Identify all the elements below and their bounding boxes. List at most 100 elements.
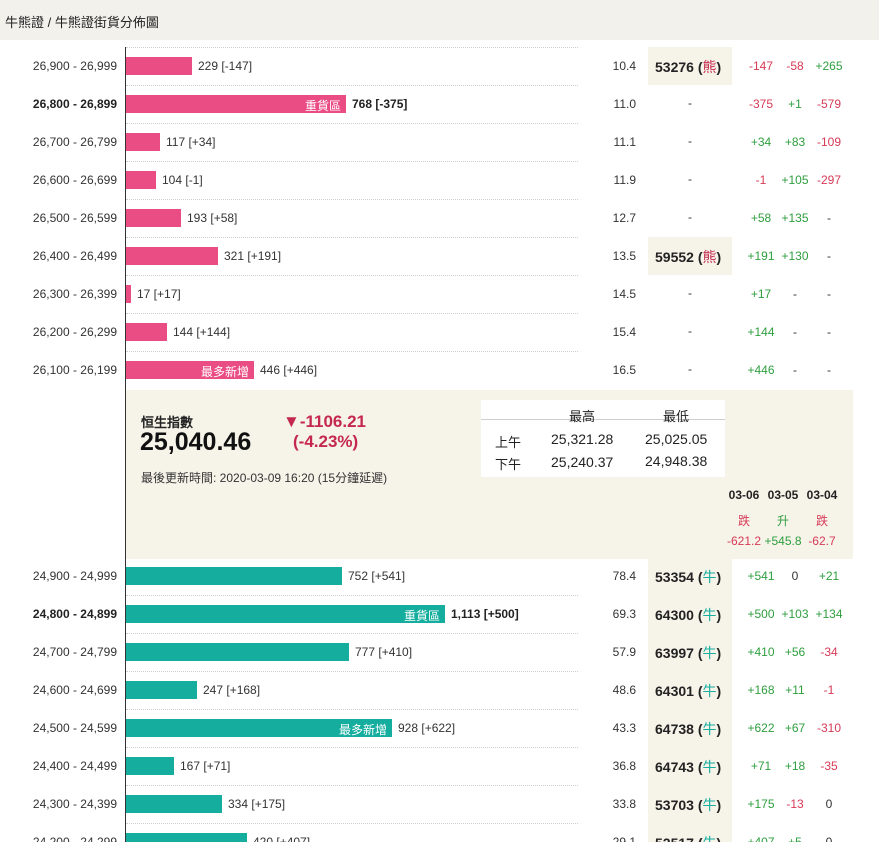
daily-changes: +58 +135 -	[738, 199, 858, 237]
distribution-row[interactable]: 24,400 - 24,499 167 [+71] 36.8 64743 (牛) +71…	[0, 747, 879, 785]
paren-close: )	[716, 721, 722, 737]
distribution-row[interactable]: 24,800 - 24,899 重貨區 1,113 [+500] 69.3 64300 …	[0, 595, 879, 633]
distribution-row[interactable]: 24,500 - 24,599 最多新增 928 [+622] 43.3 64738 (…	[0, 709, 879, 747]
top-bar: 牛熊證 / 牛熊證街貨分佈圖	[0, 0, 879, 40]
daily-change-value: -1	[823, 683, 835, 697]
bear-bar: 重貨區	[126, 95, 346, 113]
warrant-code-cell[interactable]: 53276 (熊)	[648, 47, 732, 85]
warrant-code-link[interactable]: 53354 (牛)	[655, 567, 721, 587]
high-header: 最高	[569, 409, 596, 424]
daily-change-value: +58	[750, 211, 772, 225]
warrant-code-cell[interactable]: 64738 (牛)	[648, 709, 732, 747]
breadcrumb[interactable]: 牛熊證 / 牛熊證街貨分佈圖	[5, 15, 159, 30]
daily-change-value: +134	[815, 607, 843, 621]
daily-change-value: +541	[747, 569, 775, 583]
daily-change-value: -579	[816, 97, 842, 111]
row-divider	[126, 275, 578, 276]
warrant-code-cell[interactable]: 52517 (牛)	[648, 823, 732, 842]
warrant-code-link[interactable]: 64738 (牛)	[655, 719, 721, 739]
warrant-code-link[interactable]: 64743 (牛)	[655, 757, 721, 777]
bear-bar	[126, 171, 156, 189]
distribution-row[interactable]: 24,200 - 24,299 420 [+407] 29.1 52517 (牛) +4…	[0, 823, 879, 842]
daily-change-value: -375	[748, 97, 774, 111]
distribution-row[interactable]: 26,100 - 26,199 最多新增 446 [+446] 16.5 - +446 - -	[0, 351, 879, 389]
warrant-code-link[interactable]: 59552 (熊)	[655, 247, 721, 267]
warrant-code-link[interactable]: 64300 (牛)	[655, 605, 721, 625]
warrant-kind: 牛	[702, 645, 717, 661]
percentage: 10.4	[612, 59, 636, 73]
warrant-code: 53703	[655, 797, 694, 813]
paren-close: )	[716, 569, 722, 585]
index-name: 恒生指數	[141, 415, 194, 430]
warrant-code-link[interactable]: 52517 (牛)	[655, 833, 721, 842]
price-range: 24,600 - 24,699	[32, 683, 117, 697]
warrant-code: 63997	[655, 645, 694, 661]
daily-change-value: 0	[825, 835, 833, 842]
distribution-row[interactable]: 24,700 - 24,799 777 [+410] 57.9 63997 (牛) +4…	[0, 633, 879, 671]
distribution-row[interactable]: 24,600 - 24,699 247 [+168] 48.6 64301 (牛) +1…	[0, 671, 879, 709]
warrant-code-cell[interactable]: 64301 (牛)	[648, 671, 732, 709]
daily-change-value: +71	[750, 759, 772, 773]
row-divider	[126, 123, 578, 124]
warrant-code-link[interactable]: 53703 (牛)	[655, 795, 721, 815]
daily-change-value: +17	[750, 287, 772, 301]
distribution-row[interactable]: 24,900 - 24,999 752 [+541] 78.4 53354 (牛) +5…	[0, 557, 879, 595]
paren-open: (	[694, 835, 703, 842]
warrant-code-cell[interactable]: 59552 (熊)	[648, 237, 732, 275]
daily-change-value: +175	[747, 797, 775, 811]
distribution-row[interactable]: 26,300 - 26,399 17 [+17] 14.5 - +17 - -	[0, 275, 879, 313]
distribution-row[interactable]: 26,800 - 26,899 重貨區 768 [-375] 11.0 - -375 +1-…	[0, 85, 879, 123]
warrant-code: 52517	[655, 835, 694, 842]
warrant-code-cell[interactable]: 63997 (牛)	[648, 633, 732, 671]
daily-change-value: +135	[781, 211, 809, 225]
warrant-code-cell[interactable]: 53354 (牛)	[648, 557, 732, 595]
warrant-code-link[interactable]: 64301 (牛)	[655, 681, 721, 701]
warrant-code-cell: -	[648, 85, 732, 123]
daily-change-value: +105	[781, 173, 809, 187]
daily-change-value: +168	[747, 683, 775, 697]
warrant-code-cell[interactable]: 64743 (牛)	[648, 747, 732, 785]
bull-bar	[126, 795, 222, 813]
price-range: 24,500 - 24,599	[32, 721, 117, 735]
paren-close: )	[717, 835, 722, 842]
daily-changes: +34 +83 -109	[738, 123, 858, 161]
outstanding-value: 420 [+407]	[253, 835, 311, 842]
daily-change-value: -	[793, 325, 797, 339]
warrant-code-cell[interactable]: 64300 (牛)	[648, 595, 732, 633]
daily-change-value: -35	[820, 759, 838, 773]
price-range: 24,700 - 24,799	[32, 645, 117, 659]
paren-open: (	[693, 249, 703, 265]
paren-open: (	[693, 797, 703, 813]
warrant-code: -	[688, 134, 692, 148]
daily-change-value: -	[793, 287, 797, 301]
day-date: 03-05	[767, 488, 799, 502]
price-range: 26,300 - 26,399	[32, 287, 117, 301]
day-points: -621.2	[726, 534, 762, 548]
distribution-row[interactable]: 26,200 - 26,299 144 [+144] 15.4 - +144 - -	[0, 313, 879, 351]
warrant-code: -	[688, 362, 692, 376]
warrant-code: 53354	[655, 569, 694, 585]
paren-close: )	[716, 59, 722, 75]
outstanding-value: 193 [+58]	[187, 211, 238, 225]
warrant-code: 64301	[655, 683, 694, 699]
am-label: 上午	[495, 435, 522, 450]
bear-bar: 最多新增	[126, 361, 254, 379]
high-low-table: 最高 最低 上午 25,321.28 25,025.05 下午 25,240.3…	[481, 400, 725, 477]
distribution-row[interactable]: 26,900 - 26,999 229 [-147] 10.4 53276 (熊) -1…	[0, 47, 879, 85]
warrant-code-link[interactable]: 53276 (熊)	[655, 57, 721, 77]
distribution-row[interactable]: 26,600 - 26,699 104 [-1] 11.9 - -1 +105 -297	[0, 161, 879, 199]
distribution-row[interactable]: 26,400 - 26,499 321 [+191] 13.5 59552 (熊) +1…	[0, 237, 879, 275]
distribution-row[interactable]: 26,500 - 26,599 193 [+58] 12.7 - +58 +135 -	[0, 199, 879, 237]
paren-open: (	[693, 721, 703, 737]
distribution-row[interactable]: 24,300 - 24,399 334 [+175] 33.8 53703 (牛) +1…	[0, 785, 879, 823]
daily-changes: +500 +103 +134	[738, 595, 858, 633]
paren-open: (	[693, 569, 703, 585]
distribution-row[interactable]: 26,700 - 26,799 117 [+34] 11.1 - +34 +83 -109	[0, 123, 879, 161]
daily-change-value: +500	[747, 607, 775, 621]
am-low: 25,025.05	[645, 431, 708, 447]
warrant-code-cell[interactable]: 53703 (牛)	[648, 785, 732, 823]
paren-open: (	[693, 645, 703, 661]
warrant-code-link[interactable]: 63997 (牛)	[655, 643, 721, 663]
price-range: 26,400 - 26,499	[32, 249, 117, 263]
price-range: 24,400 - 24,499	[32, 759, 117, 773]
